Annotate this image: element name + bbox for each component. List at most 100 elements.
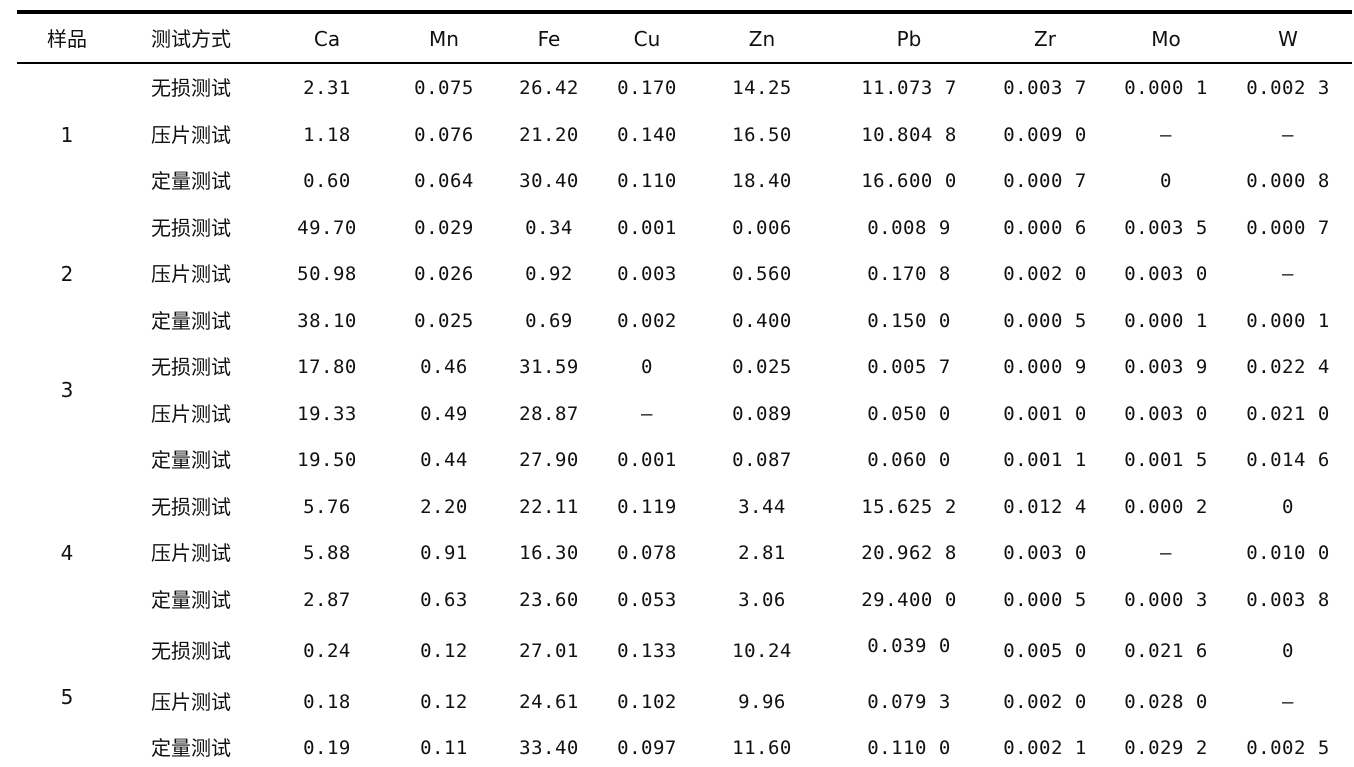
value-cell: 0.003 0 <box>1124 263 1208 285</box>
value-cell: 0.001 <box>617 217 677 239</box>
value-cell: 27.01 <box>519 640 579 662</box>
value-cell: 0.003 9 <box>1124 356 1208 378</box>
value-cell: 0.000 5 <box>1003 310 1087 332</box>
value-cell: 20.962 8 <box>861 542 957 564</box>
value-cell: 0.44 <box>420 449 468 471</box>
value-cell: 0.001 <box>617 449 677 471</box>
test-method-cell: 定量测试 <box>151 448 231 472</box>
value-cell: 5.88 <box>303 542 351 564</box>
header-method: 测试方式 <box>151 27 231 51</box>
value-cell: 30.40 <box>519 170 579 192</box>
value-cell: 0.000 7 <box>1003 170 1087 192</box>
value-cell: 0 <box>1282 640 1294 662</box>
test-method-cell: 无损测试 <box>151 639 231 663</box>
value-cell: 0.110 <box>617 170 677 192</box>
value-cell: 0.110 0 <box>867 737 951 759</box>
value-cell: 21.20 <box>519 124 579 146</box>
value-cell: 0.012 4 <box>1003 496 1087 518</box>
value-cell: 0.089 <box>732 403 792 425</box>
test-method-cell: 定量测试 <box>151 736 231 760</box>
test-method-cell: 压片测试 <box>151 690 231 714</box>
value-cell: 0.064 <box>414 170 474 192</box>
table-header-rule <box>17 62 1352 64</box>
value-cell: 0.003 8 <box>1246 589 1330 611</box>
test-method-cell: 无损测试 <box>151 76 231 100</box>
value-cell: 0.92 <box>525 263 573 285</box>
value-cell: 0.026 <box>414 263 474 285</box>
value-cell: 0.010 0 <box>1246 542 1330 564</box>
value-cell: 0.12 <box>420 640 468 662</box>
value-cell: 0.002 3 <box>1246 77 1330 99</box>
value-cell: 0.000 1 <box>1124 77 1208 99</box>
value-cell: 18.40 <box>732 170 792 192</box>
value-cell: 0.022 4 <box>1246 356 1330 378</box>
value-cell: 0.029 2 <box>1124 737 1208 759</box>
value-cell: 0.11 <box>420 737 468 759</box>
value-cell: 16.600 0 <box>861 170 957 192</box>
header-w: W <box>1278 27 1298 51</box>
value-cell: 0.69 <box>525 310 573 332</box>
value-cell: 0.003 7 <box>1003 77 1087 99</box>
value-cell: 11.60 <box>732 737 792 759</box>
test-method-cell: 压片测试 <box>151 262 231 286</box>
test-method-cell: 无损测试 <box>151 495 231 519</box>
value-cell: 0.000 1 <box>1124 310 1208 332</box>
value-cell: 24.61 <box>519 691 579 713</box>
value-cell: 38.10 <box>297 310 357 332</box>
value-cell: — <box>1160 124 1172 146</box>
value-cell: 0.18 <box>303 691 351 713</box>
value-cell: 19.50 <box>297 449 357 471</box>
value-cell: 28.87 <box>519 403 579 425</box>
value-cell: 2.87 <box>303 589 351 611</box>
value-cell: 15.625 2 <box>861 496 957 518</box>
value-cell: 3.06 <box>738 589 786 611</box>
value-cell: 0.24 <box>303 640 351 662</box>
value-cell: 0.008 9 <box>867 217 951 239</box>
value-cell: 0.560 <box>732 263 792 285</box>
value-cell: 0 <box>641 356 653 378</box>
value-cell: — <box>1160 542 1172 564</box>
value-cell: 0.000 3 <box>1124 589 1208 611</box>
header-ca: Ca <box>313 27 341 51</box>
value-cell: 0.076 <box>414 124 474 146</box>
value-cell: 0.087 <box>732 449 792 471</box>
test-method-cell: 压片测试 <box>151 123 231 147</box>
value-cell: 16.30 <box>519 542 579 564</box>
header-cu: Cu <box>633 27 661 51</box>
value-cell: 0.000 2 <box>1124 496 1208 518</box>
value-cell: 0.005 0 <box>1003 640 1087 662</box>
value-cell: 0.002 0 <box>1003 263 1087 285</box>
value-cell: 2.81 <box>738 542 786 564</box>
value-cell: 0.140 <box>617 124 677 146</box>
sample-label: 2 <box>60 262 74 286</box>
sample-label: 4 <box>60 541 74 565</box>
value-cell: 0.075 <box>414 77 474 99</box>
value-cell: 27.90 <box>519 449 579 471</box>
value-cell: 0.003 0 <box>1003 542 1087 564</box>
value-cell: 0.000 9 <box>1003 356 1087 378</box>
sample-label: 5 <box>60 685 74 709</box>
value-cell: 0.000 7 <box>1246 217 1330 239</box>
value-cell: 0.000 8 <box>1246 170 1330 192</box>
value-cell: 0.49 <box>420 403 468 425</box>
value-cell: 0.002 0 <box>1003 691 1087 713</box>
value-cell: 0.001 5 <box>1124 449 1208 471</box>
value-cell: — <box>1282 263 1294 285</box>
value-cell: 0.021 6 <box>1124 640 1208 662</box>
value-cell: 0.097 <box>617 737 677 759</box>
header-fe: Fe <box>537 27 561 51</box>
value-cell: 16.50 <box>732 124 792 146</box>
value-cell: 17.80 <box>297 356 357 378</box>
header-sample: 样品 <box>47 27 87 51</box>
value-cell: 0.150 0 <box>867 310 951 332</box>
value-cell: 2.20 <box>420 496 468 518</box>
value-cell: 26.42 <box>519 77 579 99</box>
value-cell: 9.96 <box>738 691 786 713</box>
value-cell: 0.006 <box>732 217 792 239</box>
value-cell: 0.133 <box>617 640 677 662</box>
value-cell: 0.014 6 <box>1246 449 1330 471</box>
value-cell: 10.24 <box>732 640 792 662</box>
value-cell: 0 <box>1282 496 1294 518</box>
value-cell: 0.400 <box>732 310 792 332</box>
value-cell: — <box>1282 124 1294 146</box>
